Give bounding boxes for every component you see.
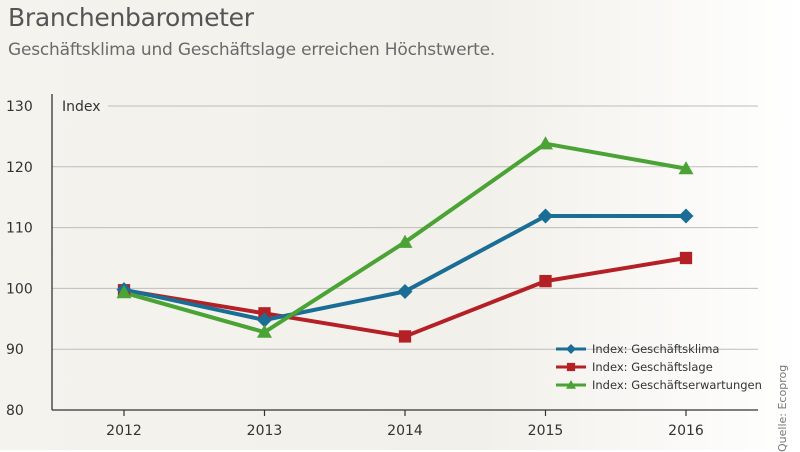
y-tick-label: 90 [6, 342, 24, 358]
x-tick-label: 2013 [247, 423, 283, 439]
data-point-square [679, 251, 693, 265]
data-point-square [398, 330, 412, 343]
legend-marker-triangle [566, 380, 576, 389]
y-tick-label: 110 [6, 221, 33, 237]
legend-marker-square [566, 362, 576, 372]
data-point-diamond [538, 208, 553, 224]
x-tick-label: 2015 [528, 423, 564, 439]
source-note: Quelle: Ecoprog [776, 364, 789, 452]
x-tick-label: 2012 [106, 423, 142, 439]
data-point-triangle [257, 324, 272, 338]
data-point-square [539, 274, 552, 288]
y-axis-label: Index [62, 99, 101, 115]
x-tick-label: 2016 [668, 423, 704, 439]
data-point-triangle [678, 161, 694, 175]
legend-label: Index: Geschäftslage [592, 360, 713, 374]
data-point-triangle [538, 136, 553, 150]
data-point-diamond [257, 312, 272, 328]
legend-marker-diamond [566, 344, 576, 354]
data-point-triangle [397, 234, 413, 248]
y-tick-label: 120 [6, 160, 33, 176]
x-tick-label: 2014 [387, 423, 423, 439]
y-tick-label: 80 [6, 403, 24, 419]
y-tick-label: 130 [6, 99, 33, 115]
legend-label: Index: Geschäftserwartungen [592, 378, 762, 392]
chart-title: Branchenbarometer [8, 3, 254, 32]
chart-subtitle: Geschäftsklima und Geschäftslage erreich… [8, 40, 496, 60]
y-tick-label: 100 [6, 281, 33, 297]
data-point-diamond [678, 208, 694, 224]
data-point-diamond [397, 283, 413, 299]
data-point-triangle [116, 285, 132, 299]
legend-label: Index: Geschäftsklima [592, 342, 719, 356]
